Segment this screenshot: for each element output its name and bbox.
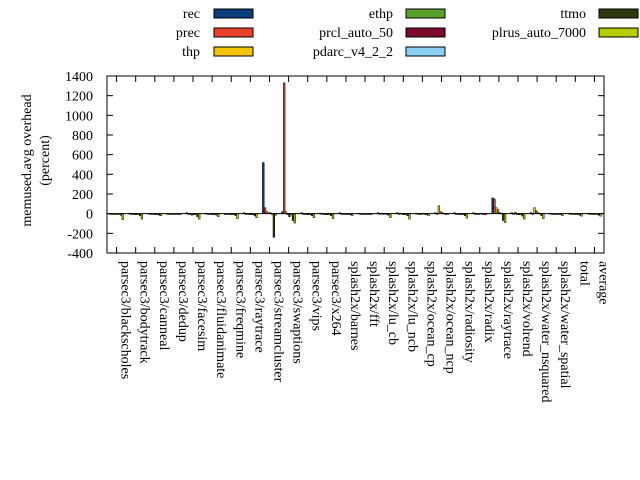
- legend-item-ttmo: ttmo: [560, 7, 639, 22]
- bar: [465, 213, 468, 219]
- legend-swatch: [405, 8, 446, 19]
- y-tick-label: 1400: [65, 70, 93, 85]
- series-plrus_auto_7000: [121, 213, 602, 224]
- bar: [263, 207, 267, 214]
- bar: [255, 213, 258, 218]
- bar: [389, 213, 392, 218]
- x-tick-label: splash2x/radiosity: [462, 261, 477, 363]
- x-tick-label: parsec3/fluidanimate: [213, 261, 228, 378]
- x-tick-label: splash2x/ocean_cp: [423, 261, 438, 367]
- y-tick-label: 1000: [65, 109, 93, 124]
- x-tick-label: parsec3/facesim: [194, 261, 209, 351]
- legend-label: ethp: [369, 7, 393, 22]
- y-tick-label: 800: [72, 129, 93, 144]
- legend-swatch: [213, 27, 254, 38]
- legend-item-ethp: ethp: [369, 7, 446, 22]
- legend-label: plrus_auto_7000: [492, 26, 586, 41]
- bar: [272, 213, 276, 238]
- bar: [542, 213, 545, 219]
- x-tick-label: splash2x/volrend: [519, 261, 534, 357]
- legend-label: thp: [182, 45, 200, 60]
- y-tick-label: 1200: [65, 90, 93, 105]
- x-tick-label: parsec3/freqmine: [232, 261, 247, 358]
- legend-label: rec: [183, 7, 200, 22]
- legend-swatch: [598, 8, 639, 19]
- y-tick-label: -400: [67, 247, 93, 262]
- legend: rec prec thp ethp prcl_auto_50 pdarc_v4_2_2 tt…: [176, 7, 639, 60]
- x-tick-label: parsec3/dedup: [175, 261, 190, 342]
- bar: [523, 213, 526, 220]
- bar: [496, 209, 500, 214]
- legend-item-rec: rec: [183, 7, 254, 22]
- bar: [331, 213, 335, 219]
- x-tick-label: splash2x/radix: [481, 261, 496, 343]
- y-axis-label-line: memused.avg overhead: [20, 94, 35, 226]
- legend-item-prcl_auto_50: prcl_auto_50: [319, 26, 446, 41]
- x-tick-label: parsec3/streamcluster: [270, 261, 285, 383]
- bar: [408, 213, 411, 220]
- bar: [312, 213, 316, 218]
- x-tick-label: splash2x/lu_ncb: [404, 261, 419, 352]
- bar: [503, 213, 507, 223]
- x-tick-label: parsec3/swaptions: [290, 261, 305, 364]
- legend-label: prcl_auto_50: [319, 26, 393, 41]
- bar: [283, 82, 286, 214]
- bar: [262, 162, 265, 214]
- x-tick-label: average: [595, 261, 610, 305]
- legend-item-prec: prec: [176, 26, 254, 41]
- legend-label: ttmo: [560, 7, 586, 22]
- bar: [437, 205, 441, 214]
- bar: [140, 213, 143, 220]
- x-tick-label: splash2x/lu_cb: [385, 261, 400, 345]
- x-tick-label: parsec3/x264: [328, 261, 343, 336]
- legend-item-thp: thp: [182, 45, 254, 60]
- x-tick-label: splash2x/water_nsquared: [538, 261, 553, 403]
- x-tick-label: splash2x/fft: [366, 261, 381, 327]
- legend-swatch: [598, 27, 639, 38]
- series-rec: [109, 162, 590, 215]
- y-tick-label: 600: [72, 149, 93, 164]
- legend-swatch: [213, 8, 254, 19]
- bar: [236, 213, 239, 219]
- bar: [502, 213, 505, 221]
- y-tick-label: 0: [86, 208, 93, 223]
- legend-item-pdarc_v4_2_2: pdarc_v4_2_2: [313, 45, 446, 60]
- bar: [291, 213, 295, 221]
- legend-label: pdarc_v4_2_2: [313, 45, 393, 60]
- x-tick-label: parsec3/canneal: [156, 261, 171, 350]
- x-tick-label: parsec3/raytrace: [251, 261, 266, 353]
- x-tick-label: parsec3/blackscholes: [118, 261, 133, 379]
- x-axis: parsec3/blackscholes parsec3/bodytrack par…: [116, 76, 610, 403]
- y-tick-label: 400: [72, 168, 93, 183]
- bar: [495, 207, 498, 214]
- x-tick-label: splash2x/water_spatial: [557, 261, 572, 389]
- y-axis-label-line: (percent): [38, 135, 53, 186]
- legend-swatch: [405, 27, 446, 38]
- y-tick-label: -200: [67, 227, 93, 242]
- y-axis: -400 -200 0 200 400 600 800 1000 1200 1400: [65, 70, 604, 262]
- legend-swatch: [405, 46, 446, 57]
- y-tick-label: 200: [72, 188, 93, 203]
- x-tick-label: parsec3/vips: [309, 261, 324, 331]
- legend-swatch: [213, 46, 254, 57]
- y-axis-label: memused.avg overhead (percent): [20, 94, 53, 226]
- series-ttmo: [119, 213, 600, 238]
- x-tick-label: parsec3/bodytrack: [137, 261, 152, 364]
- legend-label: prec: [176, 26, 200, 41]
- x-tick-label: total: [576, 261, 591, 286]
- series-prec: [111, 82, 592, 215]
- bar: [493, 198, 496, 214]
- bar: [533, 207, 536, 214]
- bar: [293, 213, 296, 224]
- bar: [198, 213, 201, 220]
- bar: [491, 197, 494, 214]
- bar: [121, 213, 124, 220]
- x-tick-label: splash2x/barnes: [347, 261, 362, 350]
- plot-frame: [106, 75, 605, 254]
- legend-item-plrus_auto_7000: plrus_auto_7000: [492, 26, 639, 41]
- x-tick-label: splash2x/raytrace: [500, 261, 515, 359]
- x-tick-label: splash2x/ocean_ncp: [443, 261, 458, 374]
